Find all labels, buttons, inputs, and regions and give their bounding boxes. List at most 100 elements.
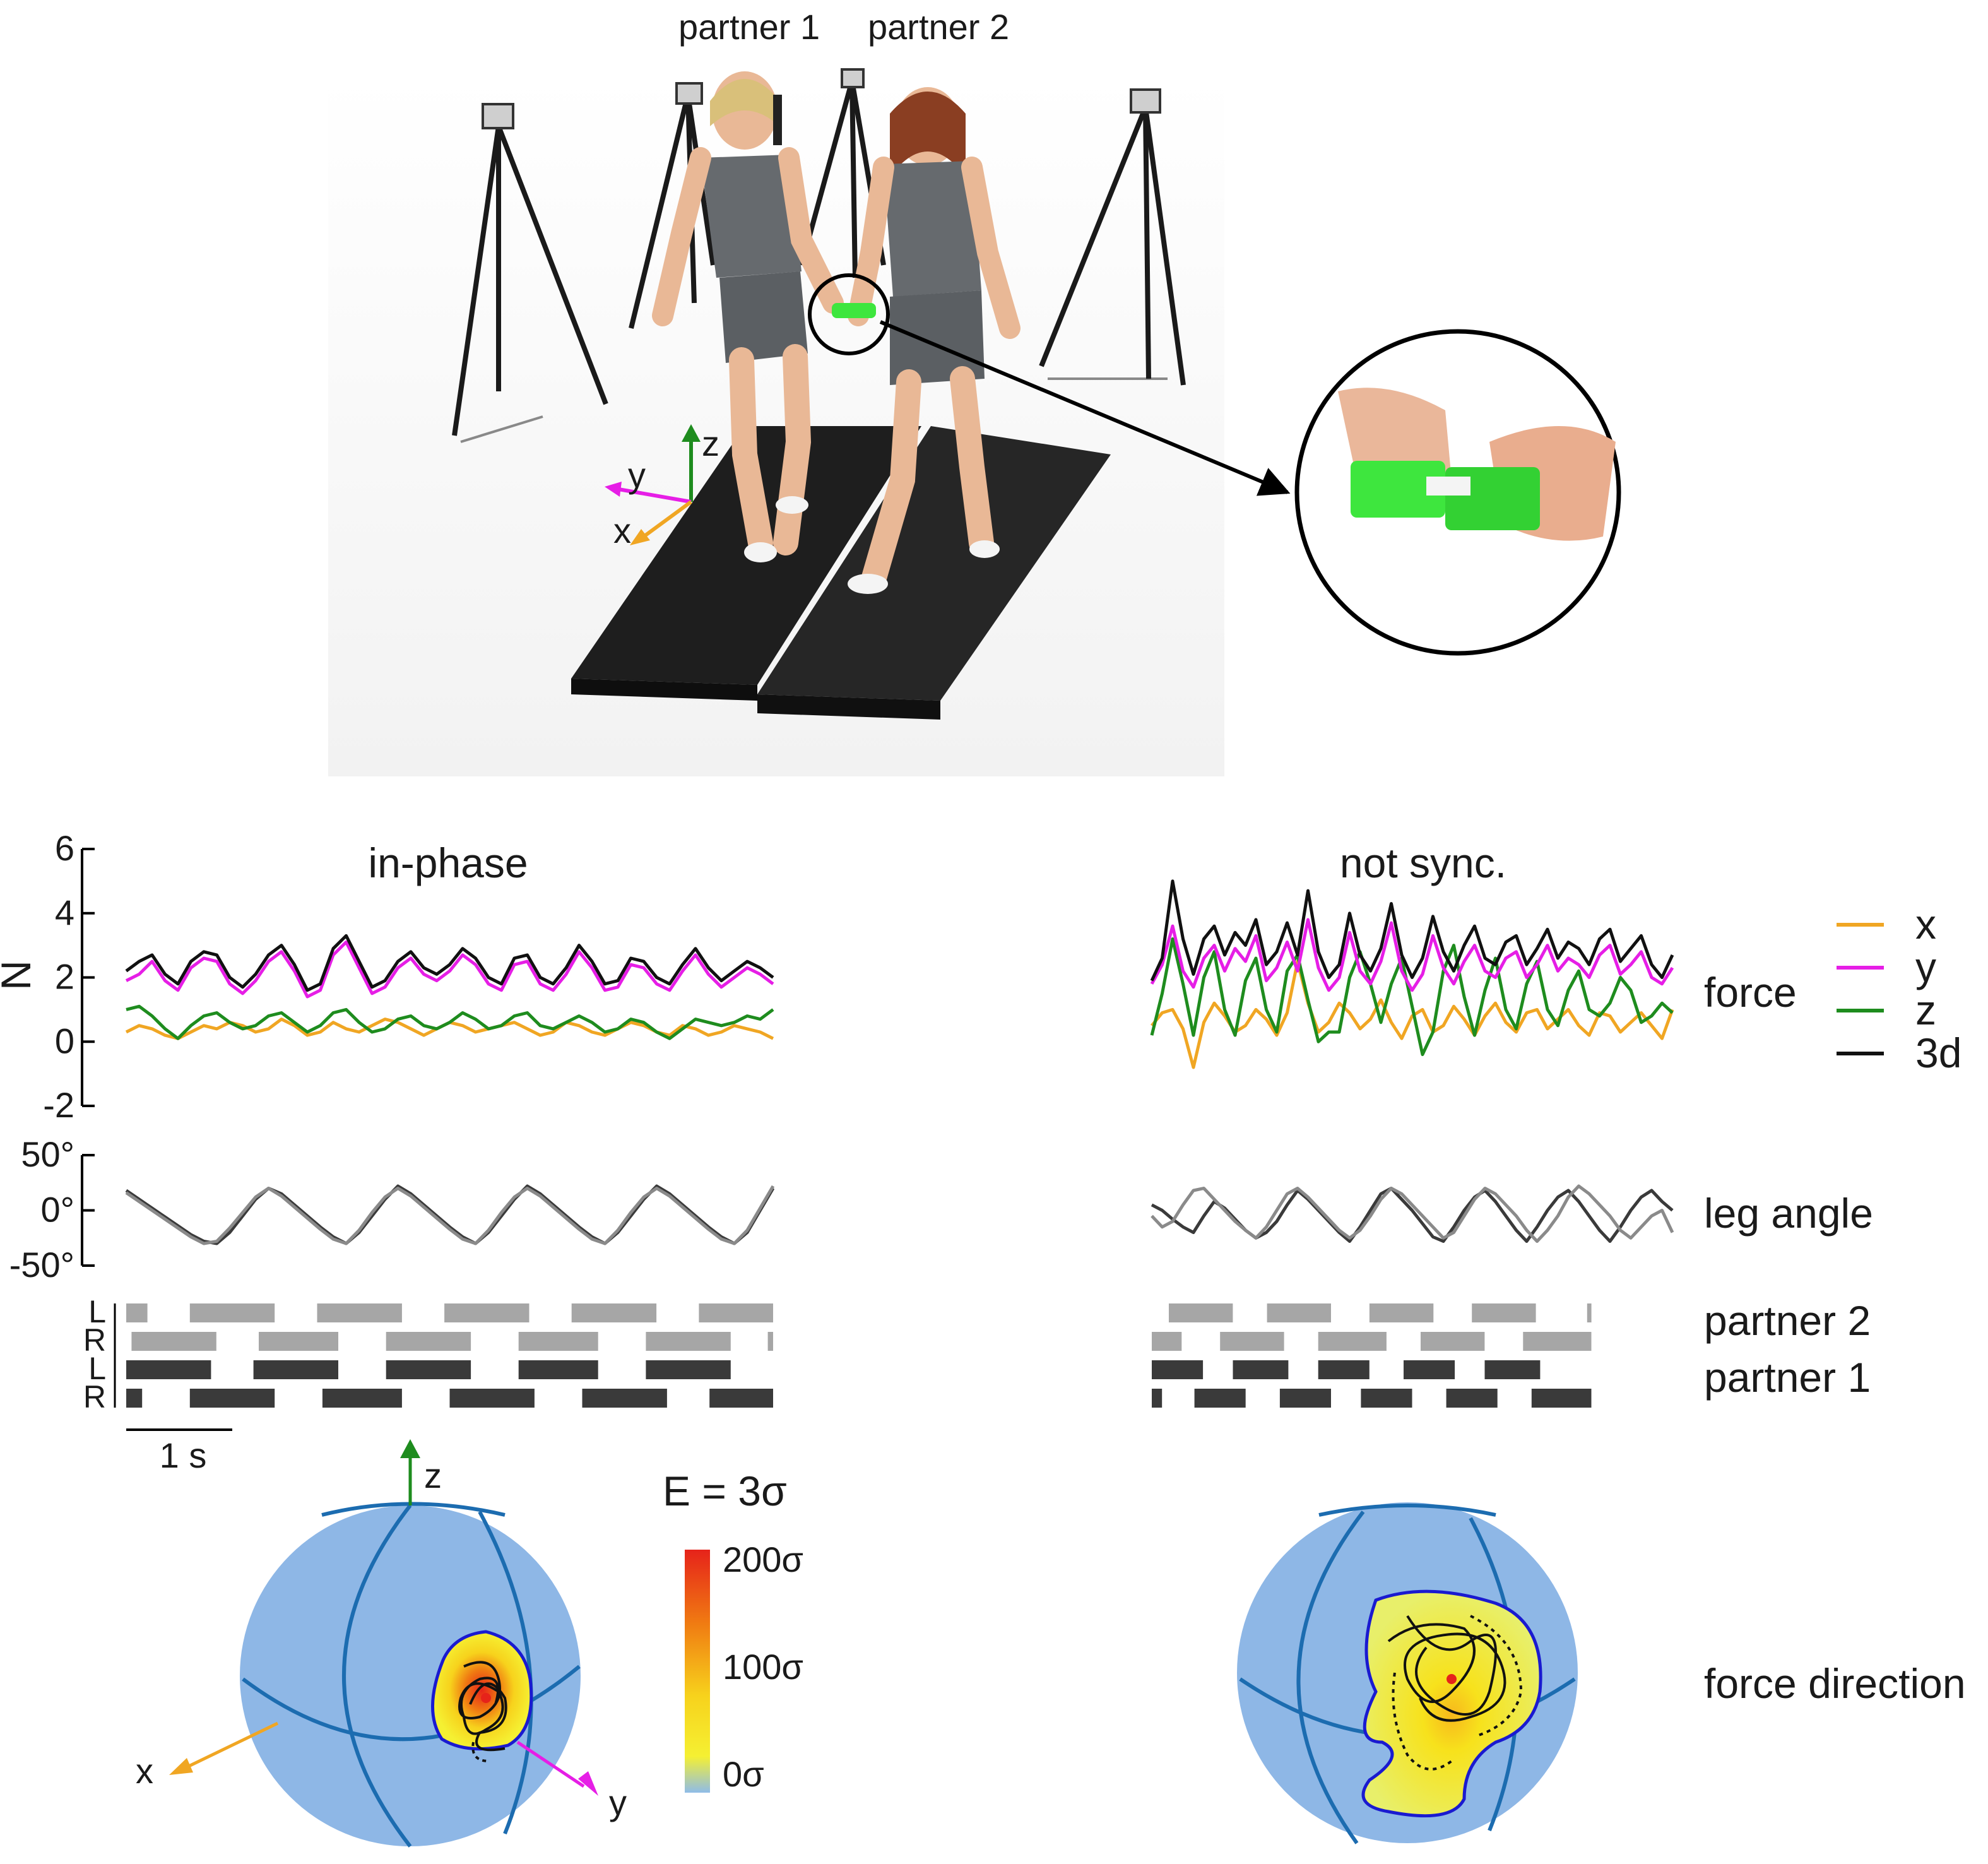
- force-ytick-label: 6: [55, 828, 74, 868]
- stance-bar: [1361, 1389, 1412, 1408]
- stance-bar: [189, 1389, 275, 1408]
- stance-bar: [253, 1360, 338, 1379]
- stance-bar: [1404, 1360, 1455, 1379]
- force-trajectory: [1387, 1615, 1523, 1771]
- force-ytick-label: -2: [43, 1085, 74, 1125]
- leg-angle-partner2: [125, 1185, 775, 1245]
- stance-bar: [646, 1360, 731, 1379]
- stance-bar: [699, 1303, 773, 1322]
- force-ylabel: N: [0, 960, 39, 990]
- partner-1-figure: [652, 71, 844, 562]
- force-plot-not-sync: [1150, 879, 1674, 1069]
- force-direction-sphere-in-phase: z x y: [136, 1439, 627, 1848]
- stance-bar: [1279, 1389, 1331, 1408]
- stance-bar: [259, 1332, 338, 1351]
- axis-z-label: z: [702, 424, 719, 463]
- stance-bar: [1523, 1332, 1592, 1351]
- stance-bar: [1152, 1360, 1204, 1379]
- gait-row-label: R: [83, 1379, 106, 1415]
- stance-bar: [444, 1303, 530, 1322]
- legend-label-z: z: [1915, 987, 1936, 1033]
- gait-row-label: L: [88, 1294, 106, 1329]
- force-series-y: [1150, 918, 1674, 992]
- legend-label-d3: 3d: [1915, 1030, 1961, 1076]
- force-ytick-label: 2: [55, 957, 74, 997]
- stance-bar: [767, 1332, 773, 1351]
- axis-y-label: y: [628, 455, 646, 495]
- legend-label-x: x: [1915, 901, 1936, 947]
- stance-bar: [571, 1303, 657, 1322]
- partner-2-figure: [848, 87, 1021, 594]
- stance-bar: [322, 1389, 402, 1408]
- force-ytick-label: 0: [55, 1021, 74, 1060]
- stance-bar: [1421, 1332, 1485, 1351]
- stance-bar: [646, 1332, 731, 1351]
- stance-bar: [1587, 1303, 1592, 1322]
- sphere-y-label: y: [609, 1783, 627, 1822]
- colorbar-tick: 200σ: [723, 1540, 803, 1579]
- row-label-leg-angle: leg angle: [1704, 1190, 1873, 1237]
- force-series-d3: [125, 934, 774, 992]
- camera-tripod: [452, 103, 608, 443]
- colorbar-tick: 0σ: [723, 1754, 764, 1794]
- zoom-arrow: [879, 320, 1291, 496]
- scalebar-label: 1 s: [160, 1435, 207, 1475]
- gait-row-label: R: [83, 1322, 106, 1358]
- force-series-z: [1150, 937, 1674, 1057]
- stance-bar: [386, 1360, 471, 1379]
- stance-bar: [1267, 1303, 1331, 1322]
- stance-bar: [126, 1303, 148, 1322]
- stance-bar: [1484, 1360, 1541, 1379]
- partner-1-label: partner 1: [678, 7, 820, 47]
- stance-bar: [126, 1389, 143, 1408]
- stance-bar: [1472, 1303, 1536, 1322]
- stance-bar: [1318, 1332, 1387, 1351]
- stance-bar: [518, 1360, 598, 1379]
- stance-bar: [126, 1360, 211, 1379]
- stance-bar: [1152, 1332, 1182, 1351]
- stance-bar: [1220, 1332, 1284, 1351]
- leg-angle-partner1: [125, 1184, 775, 1245]
- gait-bars-not-sync: [1152, 1303, 1592, 1408]
- leg-ytick-label: 0°: [40, 1190, 74, 1230]
- colorbar: E = 3σ 200σ 100σ 0σ: [663, 1468, 803, 1794]
- force-direction-sphere-not-sync: [1237, 1502, 1578, 1844]
- stance-bar: [1446, 1389, 1498, 1408]
- stance-bar: [131, 1332, 216, 1351]
- leg-angle-plot-in-phase: 50° 0° -50°: [9, 1134, 775, 1285]
- stance-bar: [1318, 1360, 1370, 1379]
- force-plot-in-phase: 6 4 2 0 -2 N: [0, 828, 774, 1125]
- row-label-partner-1: partner 1: [1704, 1354, 1871, 1401]
- legend-label-y: y: [1915, 944, 1936, 990]
- stance-bar: [518, 1332, 598, 1351]
- force-trajectory: [458, 1661, 507, 1762]
- sphere-body: [240, 1505, 581, 1846]
- stance-bar: [709, 1389, 773, 1408]
- colorbar-tick: 100σ: [723, 1647, 803, 1687]
- sphere-z-label: z: [424, 1456, 442, 1495]
- stance-bar: [1233, 1360, 1289, 1379]
- axes-triad: z y x: [605, 424, 719, 550]
- stance-bar: [449, 1389, 535, 1408]
- axis-x-label: x: [613, 511, 631, 550]
- condition-title-not-sync: not sync.: [1340, 840, 1506, 886]
- leg-angle-partner2: [1151, 1184, 1674, 1243]
- colorbar-title: E = 3σ: [663, 1468, 787, 1514]
- stance-bar: [1369, 1303, 1434, 1322]
- camera-tripod: [1039, 88, 1186, 386]
- stance-bar: [317, 1303, 402, 1322]
- force-series-z: [126, 1004, 774, 1040]
- force-ytick-label: 4: [55, 893, 74, 932]
- setup-illustration: z y x partner 1 partner 2: [328, 7, 1621, 776]
- stance-bar: [1531, 1389, 1592, 1408]
- handle-closeup: [1294, 329, 1621, 656]
- row-label-partner-2: partner 2: [1704, 1297, 1871, 1344]
- colorbar-gradient: [685, 1550, 710, 1793]
- shared-handle: [808, 273, 890, 355]
- stance-bar: [189, 1303, 275, 1322]
- stance-bar: [386, 1332, 471, 1351]
- force-series-y: [125, 941, 774, 999]
